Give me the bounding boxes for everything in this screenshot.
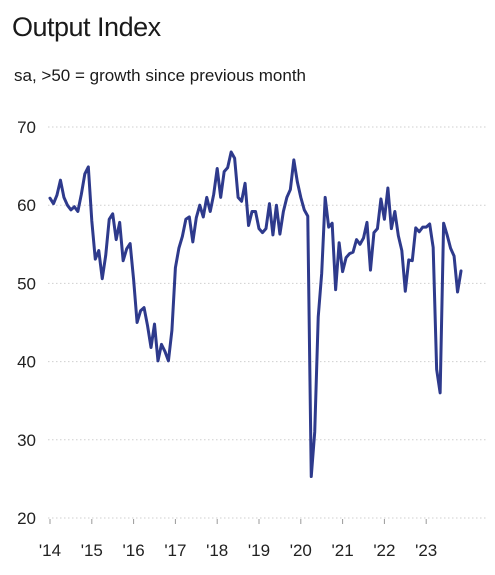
y-tick-label: 70: [17, 118, 36, 137]
x-tick-label: '22: [373, 541, 395, 560]
x-tick-label: '21: [332, 541, 354, 560]
y-tick-label: 20: [17, 509, 36, 528]
x-tick-label: '20: [290, 541, 312, 560]
x-tick-label: '17: [164, 541, 186, 560]
x-tick-label: '15: [81, 541, 103, 560]
y-tick-label: 60: [17, 196, 36, 215]
x-axis-tick-labels: '14 '15 '16 '17 '18 '19 '20 '21 '22 '23: [39, 519, 437, 560]
series-layer: [48, 150, 463, 479]
gridlines: [48, 126, 487, 519]
chart-subtitle: sa, >50 = growth since previous month: [14, 66, 306, 85]
x-tick-label: '14: [39, 541, 61, 560]
chart-title: Output Index: [12, 12, 161, 42]
series-line-0: [48, 150, 463, 479]
y-tick-label: 40: [17, 353, 36, 372]
x-tick-label: '16: [123, 541, 145, 560]
y-axis-tick-labels: 20 30 40 50 60 70: [17, 118, 36, 528]
x-tick-label: '19: [248, 541, 270, 560]
x-tick-label: '18: [206, 541, 228, 560]
y-tick-label: 50: [17, 274, 36, 293]
x-tick-label: '23: [415, 541, 437, 560]
y-tick-label: 30: [17, 431, 36, 450]
